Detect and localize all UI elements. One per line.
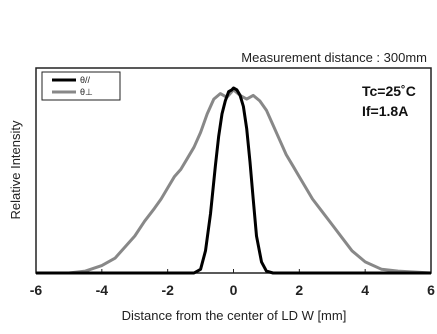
x-tick-label: -2 xyxy=(161,282,174,298)
legend-label-theta-perp: θ⊥ xyxy=(80,87,93,97)
x-tick-label: 4 xyxy=(361,282,369,298)
legend-box xyxy=(41,71,121,101)
x-tick-label: -6 xyxy=(30,282,43,298)
series-line-theta-parallel xyxy=(36,86,431,275)
legend-label-theta-parallel: θ// xyxy=(80,75,91,85)
x-axis: -6 -4 -2 0 2 4 6 xyxy=(30,269,435,298)
x-axis-label: Distance from the center of LD W [mm] xyxy=(122,308,347,323)
x-tick-label: -4 xyxy=(96,282,109,298)
x-tick-label: 2 xyxy=(295,282,303,298)
plot-lines xyxy=(36,86,432,275)
annotation-current: If=1.8A xyxy=(362,103,408,119)
annotation-temperature: Tc=25˚C xyxy=(362,83,416,99)
y-axis-label: Relative Intensity xyxy=(8,120,23,219)
x-tick-label: 0 xyxy=(230,282,238,298)
chart-subtitle: Measurement distance : 300mm xyxy=(241,50,427,65)
x-tick-label: 6 xyxy=(427,282,435,298)
legend: θ// θ⊥ xyxy=(41,71,121,101)
